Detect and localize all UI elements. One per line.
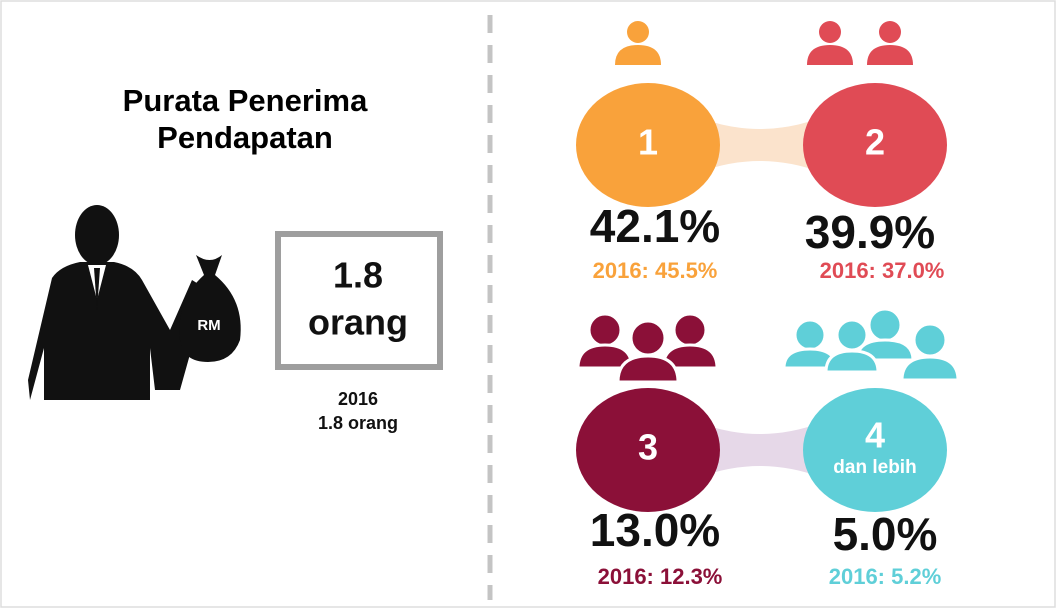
group-label: 4	[865, 415, 885, 456]
group-circle	[803, 388, 947, 512]
group-share: 39.9%	[805, 206, 935, 258]
group-previous: 2016: 5.2%	[829, 564, 942, 589]
highlight-unit: orang	[308, 302, 408, 343]
group-share: 5.0%	[833, 508, 938, 560]
group-sublabel: dan lebih	[833, 457, 916, 478]
group-previous: 2016: 12.3%	[598, 564, 723, 589]
previous-year: 2016	[338, 389, 378, 409]
connector	[700, 423, 820, 477]
title-line: Purata Penerima	[123, 83, 368, 118]
group-previous: 2016: 45.5%	[593, 258, 718, 283]
group-label: 2	[865, 122, 885, 163]
title-line: Pendapatan	[157, 120, 333, 155]
previous-value: 1.8 orang	[318, 413, 398, 433]
group-share: 13.0%	[590, 504, 720, 556]
group-previous: 2016: 37.0%	[820, 258, 945, 283]
people-icon	[576, 312, 719, 384]
group-label: 3	[638, 427, 658, 468]
group-share: 42.1%	[590, 200, 720, 252]
people-icon	[615, 21, 661, 65]
businessman-icon: RM	[28, 205, 241, 400]
group-circle	[803, 83, 947, 207]
group-circle	[576, 388, 720, 512]
highlight-box	[275, 231, 443, 370]
people-icon	[782, 307, 960, 382]
bag-label: RM	[197, 317, 220, 334]
highlight-value: 1.8	[333, 255, 383, 296]
group-circle	[576, 83, 720, 207]
group-label: 1	[638, 122, 658, 163]
people-icon	[807, 21, 913, 65]
connector	[700, 118, 820, 172]
